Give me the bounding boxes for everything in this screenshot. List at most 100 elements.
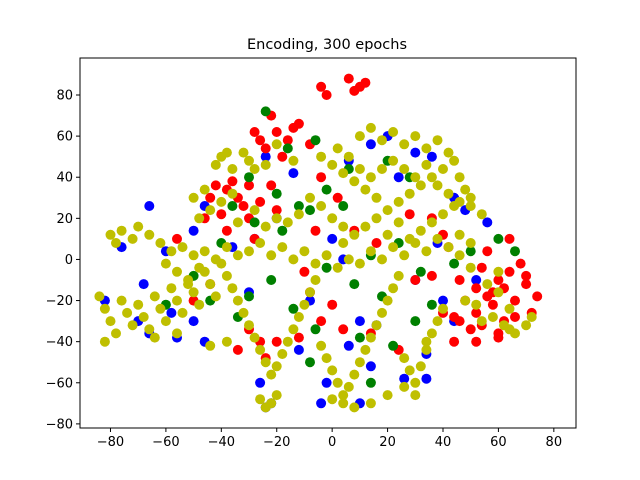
series-1-point-69	[410, 275, 421, 285]
series-1-point-48	[271, 205, 282, 216]
series-3-point-140	[371, 192, 382, 203]
series-1-point-7	[521, 279, 532, 290]
series-1-point-78	[172, 233, 182, 244]
series-1-point-70	[426, 270, 437, 281]
series-3-point-30	[421, 246, 432, 257]
series-3-point-1	[111, 238, 121, 248]
series-1-point-30	[277, 151, 288, 162]
series-3-point-61	[238, 307, 249, 318]
series-0-point-20	[343, 340, 354, 351]
series-3-point-105	[365, 398, 376, 409]
series-1-point-26	[282, 135, 293, 146]
series-3-point-200	[493, 266, 504, 277]
series-3-point-20	[310, 258, 321, 269]
series-3-point-111	[365, 122, 376, 133]
series-3-point-41	[127, 320, 138, 331]
y-tick-label: −40	[46, 335, 73, 350]
series-0-point-7	[288, 168, 299, 179]
series-3-point-104	[349, 402, 360, 413]
series-3-point-88	[388, 283, 399, 294]
series-2-point-38	[426, 299, 437, 310]
series-3-point-72	[299, 299, 310, 310]
series-3-point-45	[149, 291, 160, 302]
series-3-point-177	[249, 205, 260, 216]
series-2-point-21	[349, 279, 360, 290]
series-3-point-74	[310, 275, 321, 285]
series-2-point-9	[305, 205, 315, 216]
series-1-point-58	[271, 336, 282, 347]
series-0-point-9	[365, 139, 376, 150]
series-0-point-49	[166, 307, 177, 318]
series-3-point-143	[338, 168, 349, 179]
series-3-point-75	[316, 340, 327, 351]
series-3-point-153	[410, 172, 421, 183]
series-3-point-60	[232, 295, 243, 306]
series-3-point-84	[365, 332, 376, 343]
series-3-point-182	[305, 192, 315, 203]
series-2-point-25	[415, 266, 426, 277]
series-1-point-72	[454, 316, 465, 327]
series-1-point-51	[360, 77, 371, 88]
series-3-point-154	[421, 159, 432, 170]
series-3-point-15	[255, 238, 266, 248]
series-1-point-52	[349, 85, 360, 96]
series-3-point-33	[454, 229, 465, 240]
series-1-point-17	[504, 233, 515, 244]
series-3-point-175	[227, 188, 238, 199]
series-1-point-79	[404, 209, 415, 220]
series-2-point-15	[288, 303, 299, 314]
series-1-point-6	[471, 307, 482, 318]
series-2-point-27	[465, 246, 476, 257]
series-2-point-14	[244, 291, 254, 302]
series-3-point-42	[133, 299, 144, 310]
series-0-point-40	[138, 279, 149, 290]
series-3	[94, 122, 537, 413]
series-2-point-3	[244, 172, 254, 183]
series-2-point-28	[493, 233, 504, 244]
x-tick-label: 20	[379, 435, 396, 450]
series-0-point-25	[354, 316, 365, 327]
series-3-point-81	[349, 369, 360, 380]
series-1-point-34	[255, 135, 266, 146]
series-3-point-78	[332, 377, 343, 388]
series-3-point-198	[465, 262, 476, 273]
series-3-point-102	[327, 394, 338, 405]
series-3-point-131	[460, 184, 471, 195]
series-3-point-44	[144, 324, 155, 335]
series-3-point-35	[94, 291, 105, 302]
series-0-point-21	[365, 361, 376, 372]
series-3-point-118	[443, 147, 454, 158]
series-3-point-95	[426, 328, 437, 339]
series-3-point-73	[305, 287, 315, 298]
series-3-point-190	[460, 295, 471, 306]
series-3-point-183	[316, 201, 327, 211]
series-3-point-63	[249, 332, 260, 343]
series-3-point-184	[327, 213, 338, 224]
series-3-point-128	[349, 229, 360, 240]
series-3-point-49	[172, 295, 182, 306]
series-3-point-189	[194, 262, 205, 273]
series-1-point-19	[454, 275, 465, 285]
x-tick-label: −80	[97, 435, 124, 450]
series-3-point-145	[316, 151, 327, 162]
x-tick-label: 40	[435, 435, 452, 450]
series-3-point-181	[293, 209, 304, 220]
x-tick-label: −60	[152, 435, 179, 450]
series-3-point-10	[199, 246, 210, 257]
series-3-point-163	[210, 159, 221, 170]
series-3-point-8	[177, 242, 188, 253]
y-tick-label: −60	[46, 376, 73, 391]
series-0-point-11	[410, 147, 421, 158]
series-3-point-92	[410, 377, 421, 388]
series-2-point-17	[354, 332, 365, 343]
series-3-point-2	[116, 225, 127, 236]
series-3-point-67	[271, 361, 282, 372]
series-3-point-144	[327, 159, 338, 170]
series-0-point-23	[438, 295, 448, 306]
series-3-point-132	[465, 192, 476, 203]
series-3-point-87	[382, 295, 393, 306]
series-1-point-5	[510, 295, 520, 306]
series-3-point-43	[138, 312, 149, 322]
series-1-point-55	[321, 90, 332, 100]
series-0-point-14	[482, 217, 493, 228]
